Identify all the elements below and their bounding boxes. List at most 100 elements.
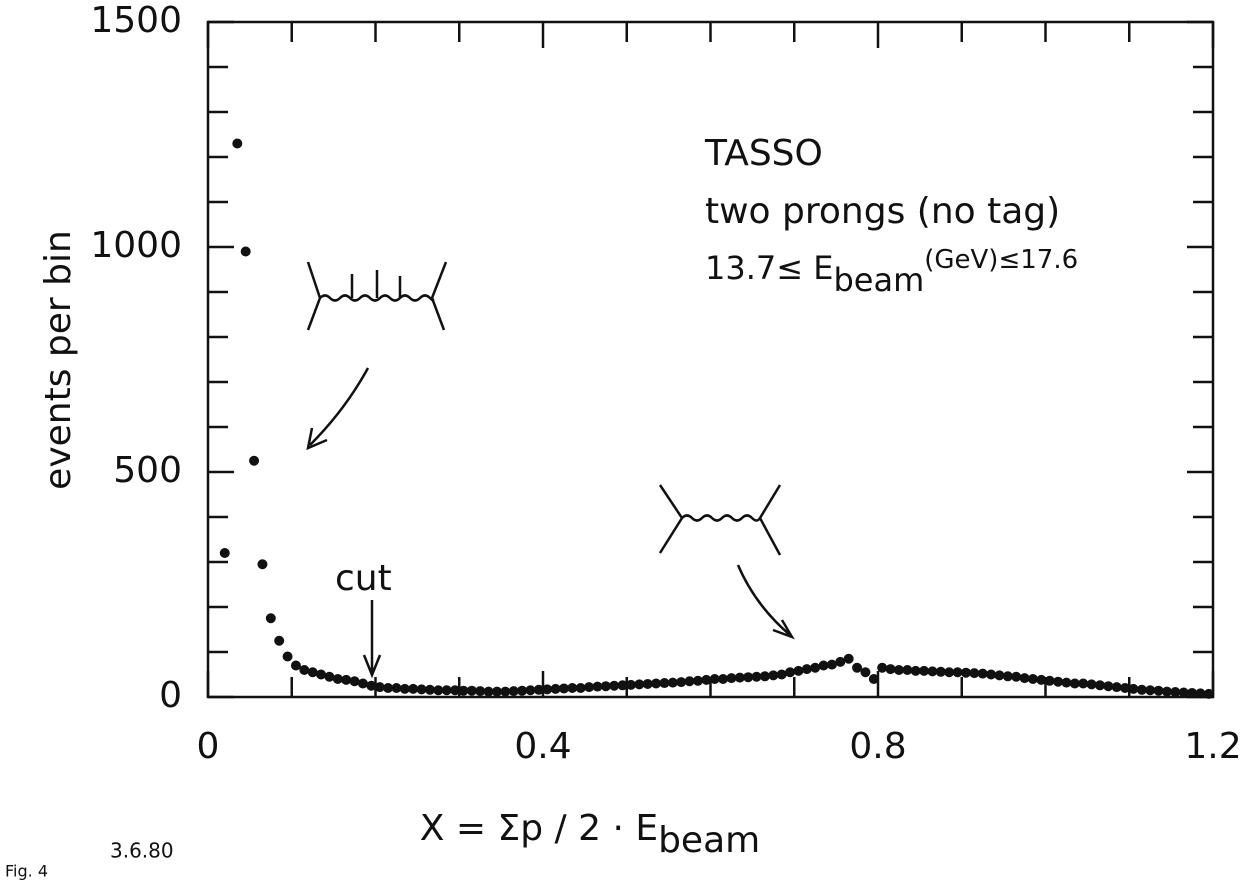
data-point (617, 680, 628, 691)
data-point (274, 635, 285, 646)
data-point (483, 686, 494, 697)
data-point (969, 668, 980, 679)
data-point (759, 671, 770, 682)
figure-number: Fig. 4 (5, 862, 48, 880)
annotation: 13.7≤ Ebeam(GeV)≤17.6 (705, 245, 1078, 300)
data-point (1111, 682, 1122, 693)
data-point (249, 455, 260, 466)
data-point (709, 674, 720, 684)
data-point (1170, 687, 1181, 698)
data-point (500, 686, 511, 697)
data-point (341, 674, 352, 685)
data-point (1195, 688, 1206, 699)
data-point (517, 685, 528, 696)
data-point (424, 684, 435, 695)
data-point (1187, 687, 1198, 698)
data-point (835, 656, 846, 667)
data-point (533, 684, 544, 695)
data-point (1044, 675, 1055, 686)
data-point (307, 667, 318, 678)
data-point (1145, 685, 1156, 696)
arrow (306, 367, 370, 451)
data-point (1203, 688, 1214, 699)
data-point (826, 659, 837, 670)
data-point (743, 672, 754, 683)
data-point (927, 666, 938, 677)
diagram-two-photon (306, 261, 448, 331)
y-tick-label: 1500 (90, 0, 182, 41)
cut-arrow (362, 600, 382, 679)
data-point (910, 665, 921, 676)
x-axis-label: X = Σp / 2 · Ebeam (420, 808, 760, 861)
data-point (542, 684, 553, 695)
data-point (801, 664, 812, 675)
data-point (491, 686, 502, 697)
data-point (1036, 674, 1047, 685)
data-point (852, 662, 863, 673)
annotation-sub: beam (833, 261, 924, 299)
data-point (433, 685, 444, 696)
data-point (977, 668, 988, 679)
data-point (416, 684, 427, 695)
data-point (265, 613, 276, 624)
data-point (1128, 683, 1139, 694)
data-point (785, 667, 796, 678)
data-point (609, 680, 620, 691)
data-point (257, 559, 268, 570)
data-point (584, 682, 595, 693)
data-point (240, 246, 251, 257)
y-tick-label: 0 (159, 675, 182, 716)
data-point (1027, 674, 1038, 684)
data-point (290, 660, 301, 671)
data-point (902, 665, 913, 675)
data-point (1053, 676, 1064, 687)
data-point (1086, 679, 1097, 690)
data-point (877, 662, 888, 673)
annotation-part: (GeV)≤17.6 (924, 245, 1078, 275)
data-point (818, 660, 829, 671)
data-point (919, 665, 930, 676)
data-point (1103, 681, 1114, 692)
data-point (701, 674, 712, 685)
data-point (718, 674, 729, 684)
data-point (282, 651, 293, 662)
data-point (1094, 680, 1105, 691)
data-point (776, 669, 787, 680)
data-point (450, 685, 461, 696)
y-axis-label: events per bin (38, 230, 79, 490)
data-point (475, 686, 486, 697)
data-point (634, 679, 645, 690)
data-point (793, 665, 804, 676)
y-tick-label: 500 (113, 450, 182, 491)
data-point (1078, 678, 1089, 689)
data-point (1136, 684, 1147, 695)
x-tick-label: 0 (197, 726, 220, 767)
x-axis-label-sub: beam (658, 820, 760, 861)
data-point (1153, 685, 1164, 696)
data-point (374, 682, 385, 693)
data-point (332, 674, 343, 684)
x-axis-label-main: X = Σp / 2 · E (420, 808, 658, 849)
data-point (1061, 677, 1072, 688)
data-point (768, 670, 779, 681)
data-point (567, 683, 578, 693)
data-point (219, 548, 230, 558)
data-point (525, 685, 536, 696)
arrow (736, 564, 795, 640)
data-point (1069, 678, 1080, 689)
data-point (232, 138, 243, 149)
x-tick-label: 1.2 (1184, 726, 1241, 767)
data-point (625, 679, 636, 690)
data-point (935, 666, 946, 677)
data-point (960, 667, 971, 678)
data-point (1120, 683, 1131, 693)
data-point (868, 674, 879, 684)
data-point (324, 671, 335, 682)
data-point (408, 683, 419, 694)
data-point (592, 681, 603, 692)
data-point (651, 678, 662, 689)
data-point (734, 672, 745, 683)
annotation-part: 13.7≤ E (705, 249, 833, 287)
date: 3.6.80 (110, 839, 174, 863)
